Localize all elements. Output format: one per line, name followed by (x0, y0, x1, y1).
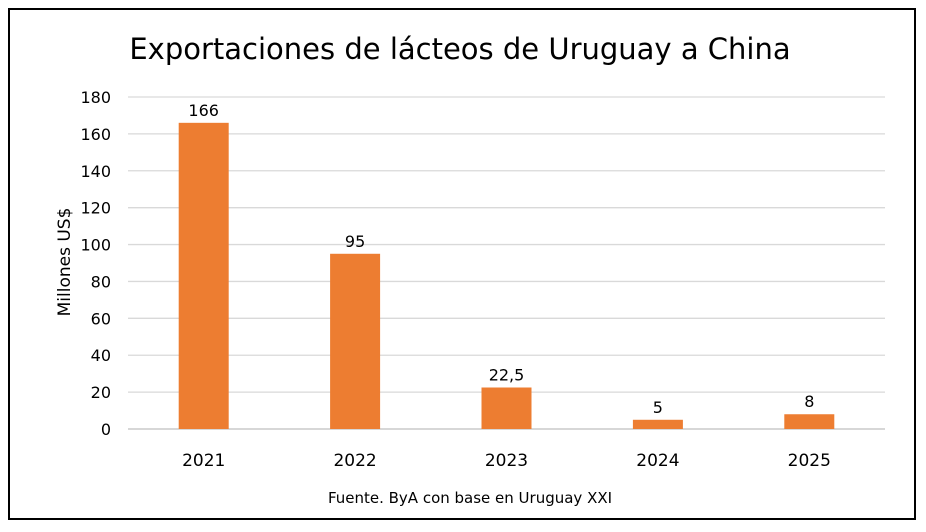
source-note: Fuente. ByA con base en Uruguay XXI (328, 489, 612, 507)
y-tick-label: 20 (91, 383, 111, 402)
bar-2021 (178, 122, 229, 430)
x-tick-label: 2024 (636, 451, 679, 471)
x-tick-label: 2025 (788, 451, 831, 471)
y-tick-label: 80 (91, 272, 111, 291)
bar-2025 (784, 414, 835, 429)
bar-2022 (330, 253, 381, 429)
x-tick-label: 2022 (333, 451, 376, 471)
y-tick-label: 120 (80, 199, 111, 218)
y-tick-label: 100 (80, 236, 111, 255)
y-tick-label: 40 (91, 346, 111, 365)
data-label: 166 (188, 101, 219, 120)
y-tick-label: 160 (80, 125, 111, 144)
data-label: 8 (804, 392, 814, 411)
y-tick-label: 140 (80, 162, 111, 181)
y-tick-label: 60 (91, 309, 111, 328)
y-tick-label: 180 (80, 88, 111, 107)
bar-2023 (481, 387, 532, 429)
y-axis-label: Millones US$ (55, 208, 75, 317)
bar-2024 (632, 419, 683, 429)
data-label: 5 (653, 398, 663, 417)
chart-title: Exportaciones de lácteos de Uruguay a Ch… (129, 32, 790, 66)
y-tick-label: 0 (101, 420, 111, 439)
data-label: 22,5 (489, 366, 525, 385)
x-tick-label: 2021 (182, 451, 225, 471)
x-tick-label: 2023 (485, 451, 528, 471)
data-label: 95 (345, 232, 365, 251)
chart-frame (8, 8, 916, 520)
